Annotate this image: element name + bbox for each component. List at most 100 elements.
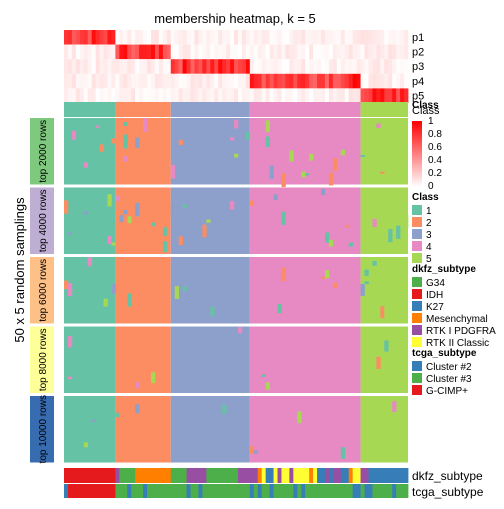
dkfz-legend-label: G34 xyxy=(426,278,445,289)
membership-cell xyxy=(198,88,203,103)
tcga-cell xyxy=(79,484,85,498)
membership-cell xyxy=(360,44,365,60)
tcga-cell xyxy=(162,484,168,498)
membership-cell xyxy=(261,73,267,89)
noise-cell xyxy=(178,236,183,246)
membership-cell xyxy=(119,88,124,103)
membership-cell xyxy=(107,73,112,89)
membership-cell xyxy=(162,59,168,74)
noise-cell xyxy=(281,173,286,188)
dkfz-cell xyxy=(237,468,243,483)
membership-cell xyxy=(123,59,128,74)
membership-cell xyxy=(190,30,195,45)
membership-cell xyxy=(348,59,354,74)
dkfz-cell xyxy=(218,468,223,483)
membership-legend-tick: 0.6 xyxy=(428,142,442,153)
membership-cell xyxy=(218,88,223,103)
membership-cell xyxy=(344,73,350,89)
membership-cell xyxy=(388,73,393,89)
noise-cell xyxy=(336,214,342,223)
tcga-cell xyxy=(218,484,223,498)
membership-cell xyxy=(297,73,302,89)
row-group-label: top 8000 rows xyxy=(38,328,49,391)
membership-cell xyxy=(214,73,219,89)
tcga-cell xyxy=(324,484,330,498)
membership-cell xyxy=(95,59,100,74)
membership-cell xyxy=(194,44,199,60)
membership-cell xyxy=(230,30,235,45)
membership-cell xyxy=(380,30,385,45)
membership-cell xyxy=(91,88,97,103)
membership-cell xyxy=(297,30,302,45)
membership-cell xyxy=(214,44,219,60)
membership-cell xyxy=(368,59,373,74)
membership-cell xyxy=(340,59,346,74)
membership-cell xyxy=(289,73,294,89)
membership-cell xyxy=(301,30,306,45)
membership-cell xyxy=(79,73,85,89)
membership-cell xyxy=(340,73,346,89)
noise-cell xyxy=(404,214,409,229)
membership-cell xyxy=(99,88,104,103)
membership-cell xyxy=(332,59,338,74)
noise-cell xyxy=(384,305,389,318)
membership-cell xyxy=(344,59,350,74)
row-group-bar xyxy=(30,396,54,463)
noise-cell xyxy=(67,282,73,297)
membership-cell xyxy=(103,73,108,89)
membership-cell xyxy=(234,59,239,74)
membership-cell xyxy=(131,44,136,60)
membership-cell xyxy=(305,44,310,60)
noise-cell xyxy=(332,282,338,288)
membership-cell xyxy=(166,44,172,60)
membership-cell xyxy=(324,88,330,103)
noise-cell xyxy=(249,446,255,454)
noise-cell xyxy=(123,209,128,216)
tcga-cell xyxy=(376,484,381,498)
membership-cell xyxy=(111,30,116,45)
membership-cell xyxy=(336,44,342,60)
noise-cell xyxy=(83,442,89,448)
membership-cell xyxy=(198,44,203,60)
membership-cell xyxy=(269,88,274,103)
membership-cell xyxy=(360,88,365,103)
membership-cell xyxy=(154,88,160,103)
membership-cell xyxy=(241,44,247,60)
membership-cell xyxy=(328,88,334,103)
dkfz-cell xyxy=(127,468,132,483)
membership-cell xyxy=(400,30,405,45)
tcga-cell xyxy=(392,484,397,498)
noise-cell xyxy=(305,231,310,242)
noise-cell xyxy=(127,293,132,307)
tcga-cell xyxy=(170,484,176,498)
tcga-cell xyxy=(91,484,97,498)
membership-cell xyxy=(127,59,132,74)
tcga-cell xyxy=(336,484,342,498)
membership-legend-tick: 0 xyxy=(428,181,434,192)
membership-cell xyxy=(277,59,282,74)
dkfz-cell xyxy=(380,468,385,483)
dkfz-cell xyxy=(360,468,365,483)
tcga-cell xyxy=(143,484,148,498)
membership-cell xyxy=(309,44,314,60)
membership-cell xyxy=(277,73,282,89)
membership-cell xyxy=(218,59,223,74)
noise-cell xyxy=(265,382,270,390)
row-group-label: top 4000 rows xyxy=(38,189,49,252)
membership-cell xyxy=(372,88,377,103)
dkfz-cell xyxy=(364,468,369,483)
membership-cell xyxy=(388,44,393,60)
membership-cell xyxy=(210,44,215,60)
membership-cell xyxy=(277,44,282,60)
dkfz-cell xyxy=(214,468,219,483)
membership-cell xyxy=(376,73,381,89)
dkfz-cell xyxy=(123,468,128,483)
membership-row-label: p3 xyxy=(412,61,424,73)
membership-cell xyxy=(384,30,389,45)
membership-cell xyxy=(368,30,373,45)
tcga-cell xyxy=(198,484,203,498)
tcga-cell xyxy=(87,484,93,498)
dkfz-cell xyxy=(91,468,97,483)
noise-cell xyxy=(237,327,243,334)
tcga-cell xyxy=(230,484,235,498)
